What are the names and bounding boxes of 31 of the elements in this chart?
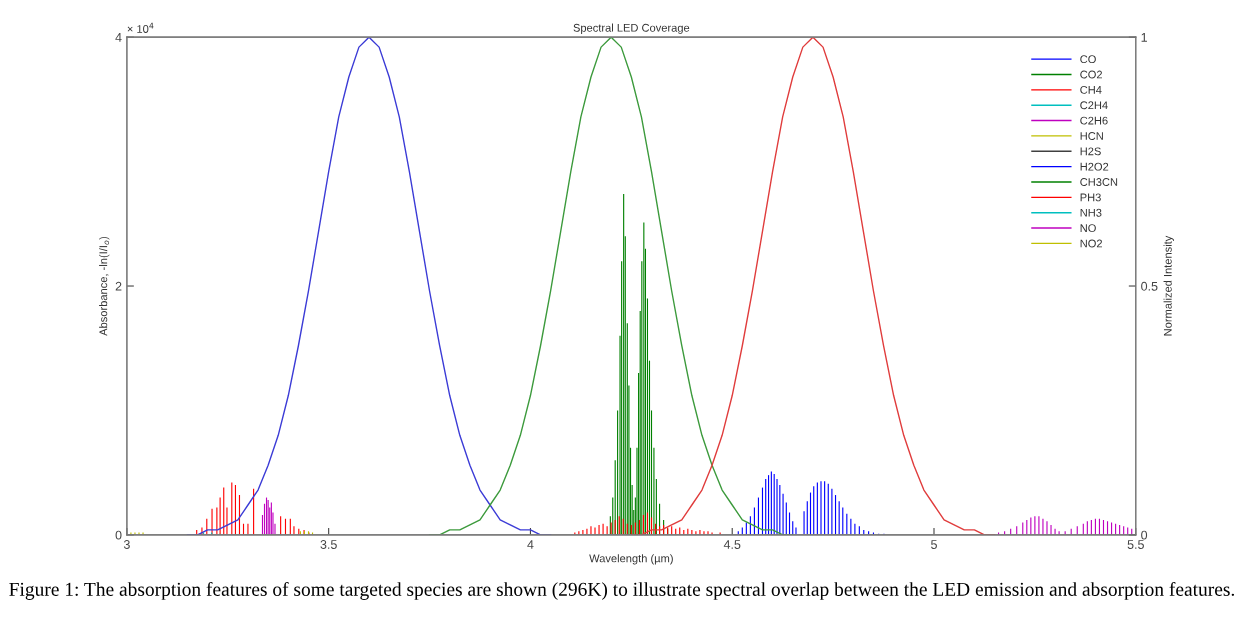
legend-label: CH3CN — [1080, 178, 1118, 186]
y-tick-label: 4 — [115, 33, 122, 42]
legend-label: CH4 — [1080, 85, 1102, 94]
y-axis-title: Absorbance, -ln(I/I$_{o}$) — [99, 236, 110, 336]
legend-label: C2H4 — [1080, 101, 1108, 110]
legend-label: H2S — [1080, 147, 1101, 156]
legend-label: NO — [1080, 224, 1096, 233]
x-tick-label: 4.5 — [723, 540, 741, 549]
legend-label: HCN — [1080, 132, 1103, 140]
y2-tick-label: 1 — [1141, 33, 1147, 42]
x-tick-label: 3.5 — [320, 540, 337, 549]
y2-tick-label: 0 — [1141, 530, 1148, 540]
legend-label: NH3 — [1080, 208, 1102, 217]
y-tick-label: 0 — [115, 530, 122, 540]
y-tick-label: 2 — [115, 281, 122, 291]
text: × 10$^{4}$ — [127, 22, 154, 33]
legend-label: H2O2 — [1080, 162, 1109, 171]
y2-tick-label: 0.5 — [1141, 281, 1158, 291]
caption: Figure 1: The absorption features of some targeted species are shown (296K) to illustrate spectral overlap between the LED emission and absorption features. — [9, 582, 1235, 600]
x-axis-title: Wavelength (µm) — [589, 554, 673, 565]
legend-label: NO2 — [1080, 239, 1103, 248]
y2-axis-title: Normalized Intensity — [1163, 235, 1174, 336]
legend-label: CO — [1080, 55, 1096, 64]
x-tick-label: 5 — [931, 540, 937, 549]
x-tick-label: 4 — [527, 540, 534, 549]
x-tick-label: 5.5 — [1127, 540, 1144, 549]
legend-label: PH3 — [1080, 193, 1101, 202]
legend-label: CO2 — [1080, 70, 1103, 79]
legend-label: C2H6 — [1080, 116, 1108, 125]
chart-title: Spectral LED Coverage — [573, 23, 690, 34]
x-tick-label: 3 — [123, 540, 130, 549]
